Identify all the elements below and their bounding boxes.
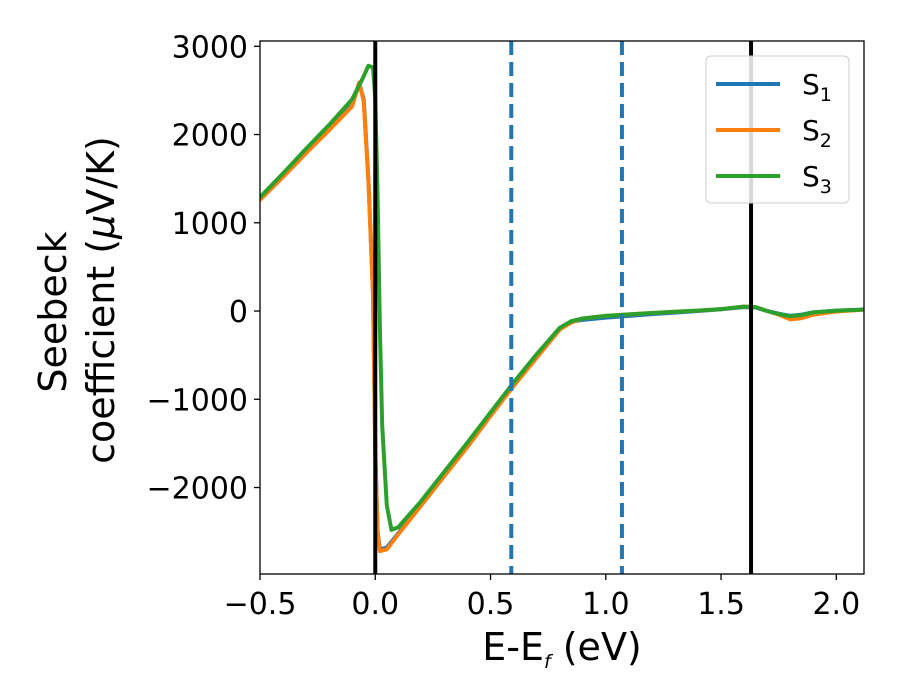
legend-label-s2: S2 (802, 114, 832, 152)
plot-frame (259, 40, 865, 575)
x-axis-title: E-Ef (eV) (482, 625, 642, 673)
x-tick-label: 2.0 (812, 587, 860, 622)
y-axis-title: Seebeck coefficient (μV/K) (31, 136, 123, 464)
y-tick-label: 1000 (172, 207, 248, 242)
series-line-s3 (260, 63, 864, 532)
y-tick-label: −1000 (147, 383, 248, 418)
y-tick-label: 2000 (172, 119, 248, 154)
y-axis-title-line1: Seebeck (31, 231, 75, 392)
x-axis-ticks: −0.5 0.0 0.5 1.0 1.5 2.0 (224, 574, 860, 622)
x-tick-label: 1.0 (582, 587, 630, 622)
x-tick-label: 1.5 (697, 587, 745, 622)
y-tick-label: −2000 (147, 472, 248, 507)
legend-label-s1: S1 (802, 68, 832, 106)
legend-label-s3: S3 (802, 160, 832, 198)
x-tick-label: −0.5 (224, 587, 297, 622)
x-tick-label: 0.5 (467, 587, 515, 622)
y-tick-label: 3000 (172, 30, 248, 65)
y-tick-label: 0 (229, 295, 248, 330)
x-axis-title-subscript: f (544, 651, 554, 673)
legend: S1 S2 S3 (705, 55, 850, 204)
y-axis-title-line2: coefficient (μV/K) (79, 136, 123, 464)
y-axis-ticks: −2000 −1000 0 1000 2000 3000 (147, 30, 260, 507)
x-tick-label: 0.0 (351, 587, 399, 622)
